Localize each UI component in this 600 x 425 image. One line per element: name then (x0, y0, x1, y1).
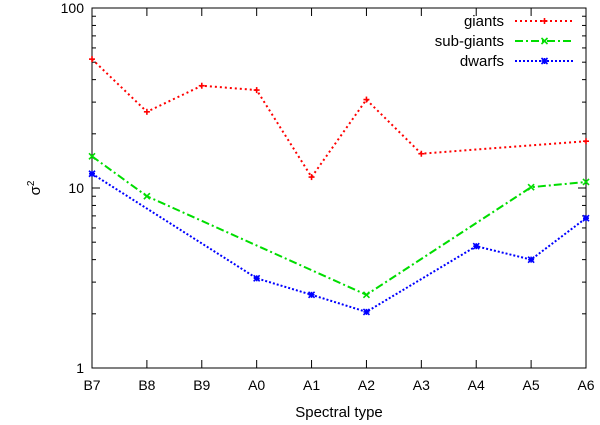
legend-marker-dwarfs (540, 57, 549, 65)
y-tick-label: 100 (61, 0, 85, 16)
data-point-giants (363, 96, 370, 103)
data-point-sub-giants (582, 178, 590, 186)
svg-text:σ2: σ2 (26, 180, 44, 195)
data-point-dwarfs (253, 274, 261, 282)
x-tick-label: B8 (138, 377, 155, 393)
data-point-dwarfs (582, 214, 590, 222)
data-point-giants (143, 108, 150, 115)
x-tick-label: A4 (468, 377, 485, 393)
series-line-sub-giants (91, 155, 587, 296)
x-tick-label: A5 (523, 377, 540, 393)
data-point-giants (89, 56, 95, 63)
x-tick-label: B9 (193, 377, 210, 393)
data-point-giants (253, 87, 260, 94)
data-point-giants (583, 138, 589, 145)
data-point-dwarfs (88, 170, 96, 178)
y-axis-title: σ2 (26, 180, 44, 195)
y-tick-label: 1 (76, 360, 84, 376)
data-point-dwarfs (307, 291, 316, 299)
legend-label-sub-giants: sub-giants (435, 33, 504, 50)
data-point-sub-giants (362, 291, 371, 299)
y-axis-title-superscript: 2 (26, 180, 37, 186)
data-point-sub-giants (143, 192, 151, 200)
series-line-giants (91, 58, 587, 179)
x-tick-label: B7 (83, 377, 100, 393)
legend-label-dwarfs: dwarfs (460, 53, 504, 70)
y-axis-title-symbol: σ (27, 185, 44, 195)
data-point-giants (308, 174, 315, 181)
data-point-dwarfs (472, 242, 480, 250)
plot-frame (91, 7, 587, 369)
data-point-dwarfs (527, 256, 535, 264)
x-tick-label: A1 (303, 377, 320, 393)
data-point-dwarfs (362, 308, 371, 316)
data-point-sub-giants (88, 152, 96, 160)
x-tick-label: A3 (413, 377, 430, 393)
legend-label-giants: giants (464, 13, 504, 30)
x-tick-label: A2 (358, 377, 375, 393)
x-axis-title: Spectral type (295, 404, 383, 421)
legend-marker-sub-giants (540, 37, 549, 45)
x-tick-label: A6 (577, 377, 594, 393)
series-line-dwarfs (91, 172, 587, 313)
data-point-sub-giants (527, 183, 535, 191)
x-tick-label: A0 (248, 377, 265, 393)
data-point-giants (418, 150, 425, 157)
data-point-giants (198, 82, 205, 89)
legend-marker-giants (541, 18, 548, 24)
y-tick-label: 10 (68, 180, 84, 196)
